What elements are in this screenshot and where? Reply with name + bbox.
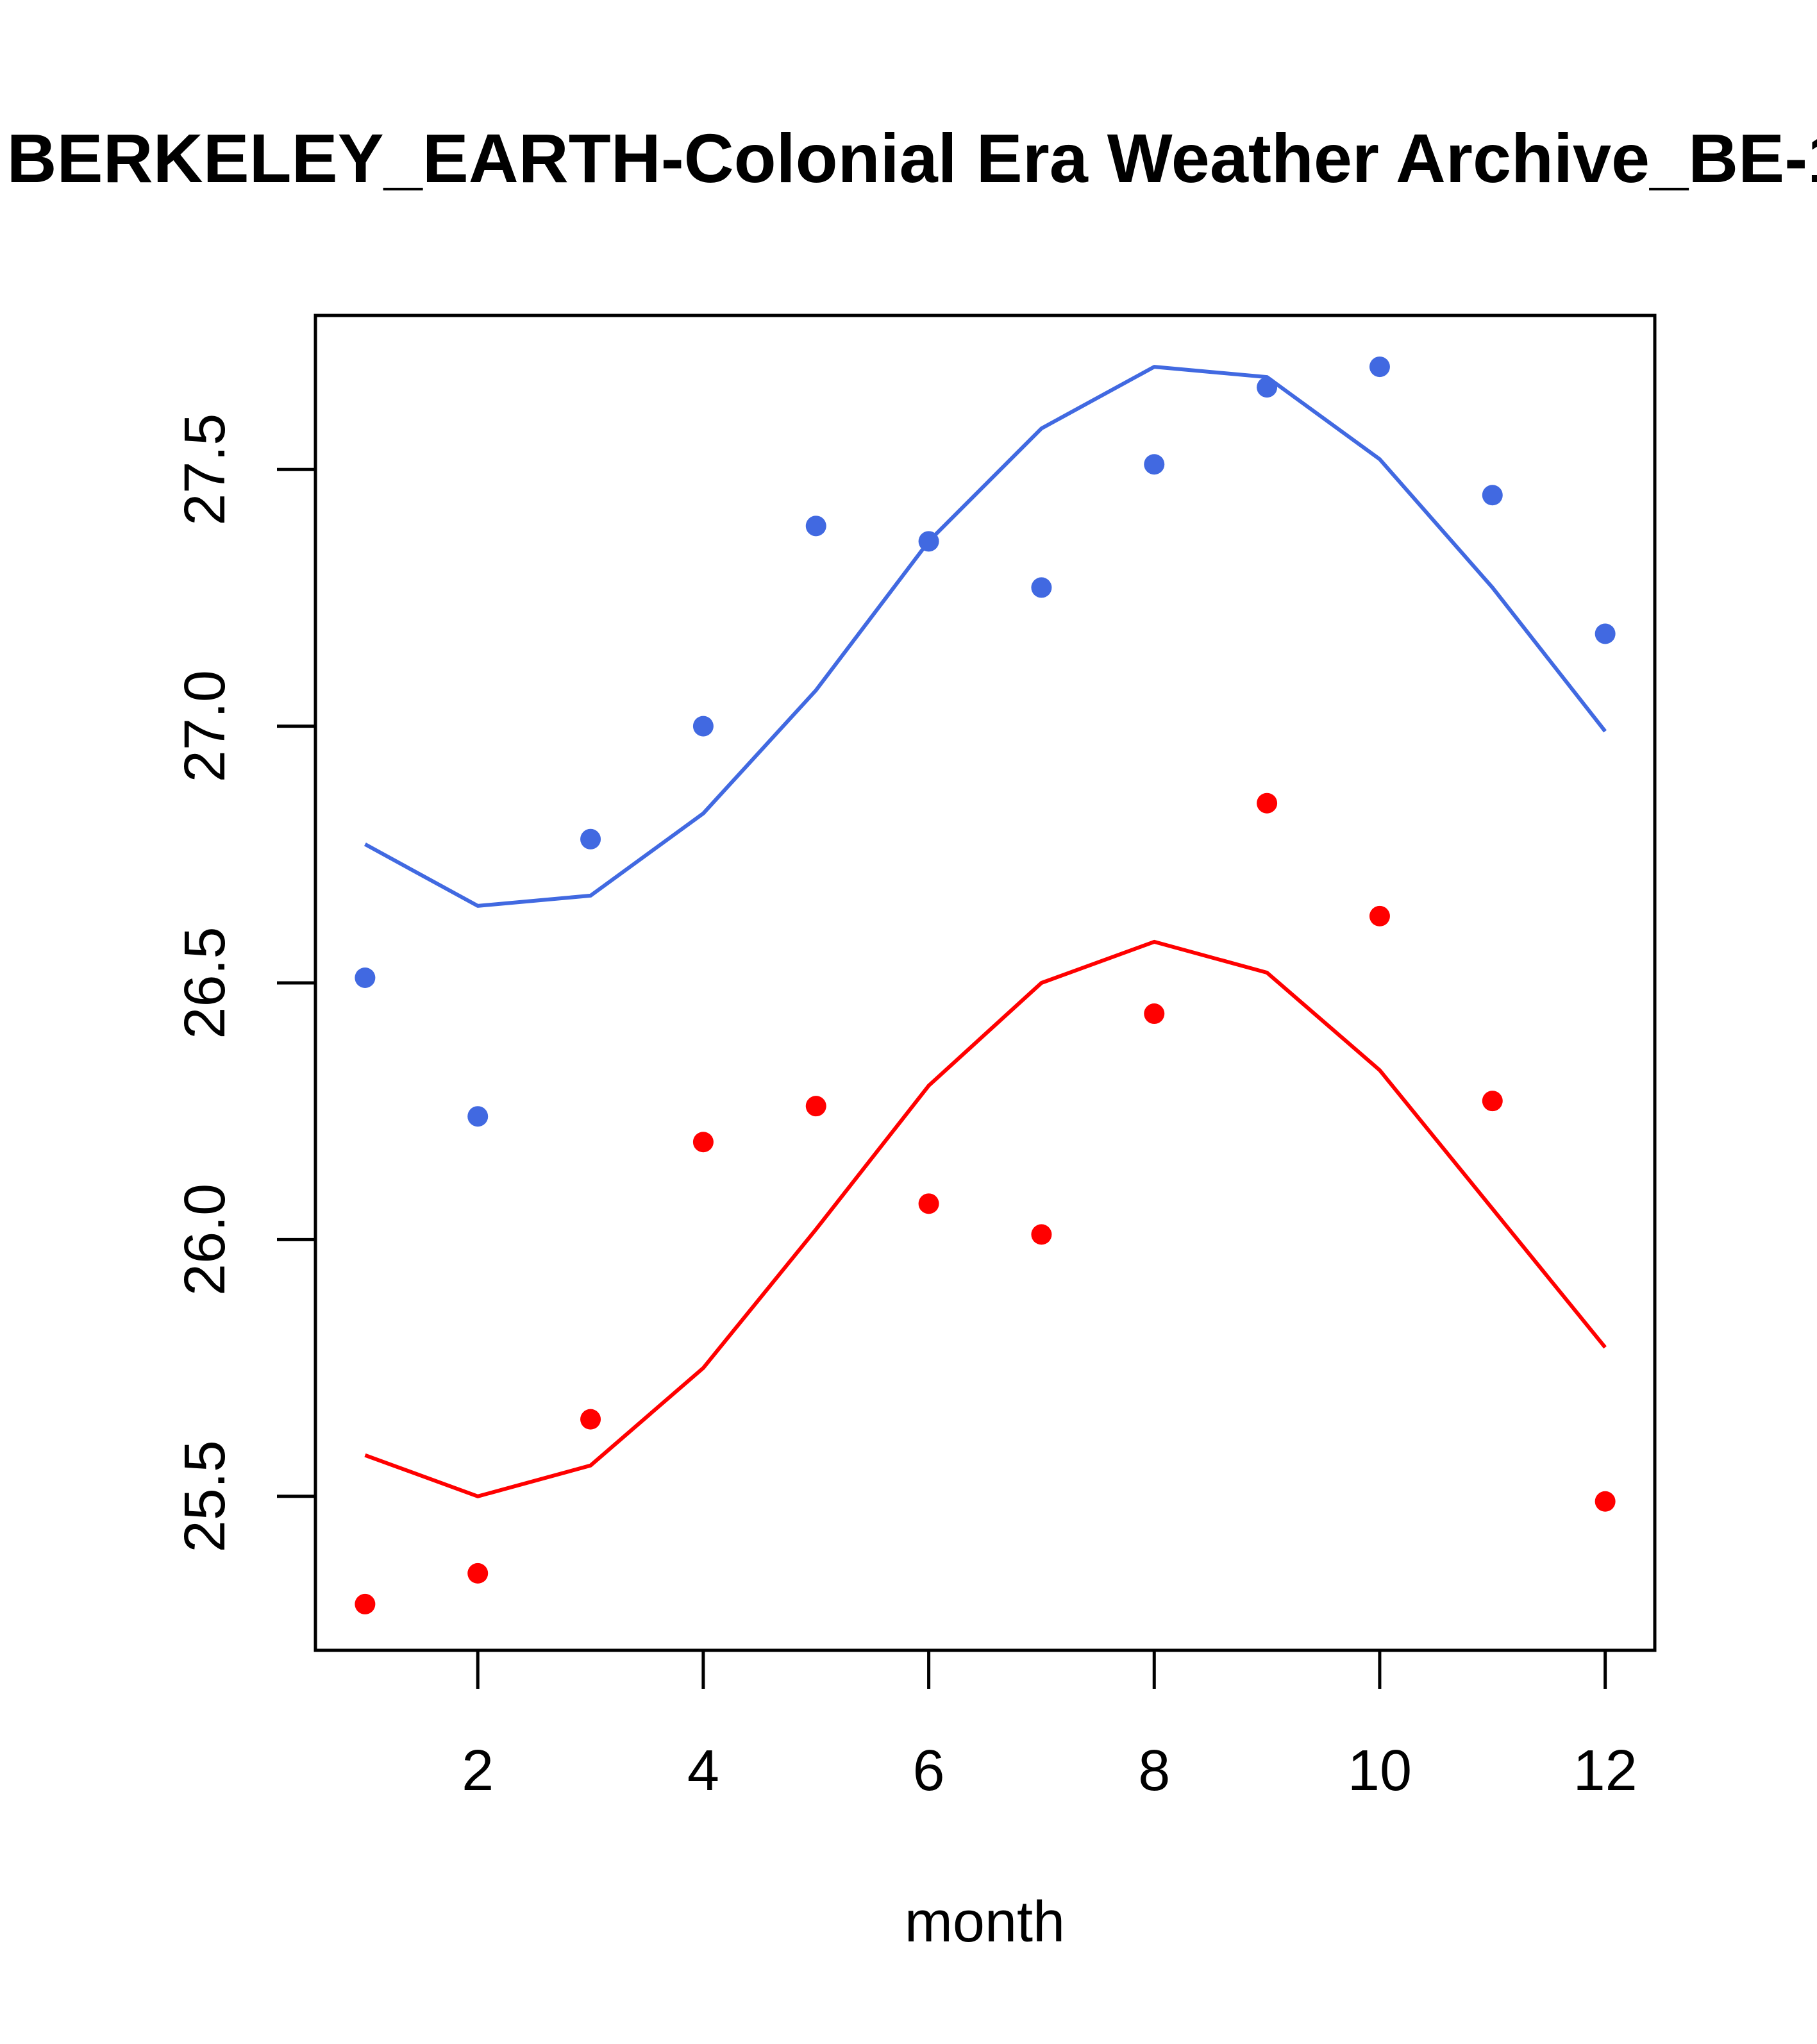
chart-title: BERKELEY_EARTH-Colonial Era Weather Arch… bbox=[7, 119, 1817, 197]
data-point-1 bbox=[1031, 1224, 1052, 1245]
y-tick-label: 26.5 bbox=[173, 926, 237, 1039]
data-point-0 bbox=[805, 515, 826, 537]
data-point-0 bbox=[580, 828, 601, 850]
y-axis: 25.5 26.0 26.5 27.0 27.5 bbox=[173, 414, 315, 1552]
data-point-1 bbox=[805, 1096, 826, 1117]
fit-line-1 bbox=[364, 939, 1607, 1498]
y-tick-label: 25.5 bbox=[173, 1440, 237, 1552]
x-tick-label: 8 bbox=[1138, 1739, 1170, 1803]
y-tick-label: 27.0 bbox=[173, 670, 237, 782]
data-point-0 bbox=[918, 531, 939, 552]
data-point-1 bbox=[1257, 792, 1278, 814]
data-point-1 bbox=[355, 1593, 376, 1614]
data-point-0 bbox=[1595, 623, 1616, 644]
data-point-0 bbox=[1482, 485, 1503, 506]
data-point-1 bbox=[1144, 1003, 1165, 1025]
data-point-0 bbox=[467, 1106, 489, 1127]
data-point-1 bbox=[692, 1132, 714, 1153]
x-tick-label: 4 bbox=[687, 1739, 719, 1803]
data-point-1 bbox=[1482, 1091, 1503, 1112]
series-layer bbox=[355, 356, 1616, 1614]
plot-frame bbox=[314, 314, 1657, 1652]
x-tick-label: 12 bbox=[1573, 1739, 1637, 1803]
data-point-1 bbox=[467, 1562, 489, 1584]
data-point-1 bbox=[580, 1409, 601, 1430]
data-point-1 bbox=[1369, 905, 1390, 926]
x-tick-label: 10 bbox=[1348, 1739, 1412, 1803]
x-axis: 2 4 6 8 10 12 bbox=[462, 1650, 1637, 1803]
data-point-0 bbox=[1031, 577, 1052, 598]
data-point-0 bbox=[1144, 454, 1165, 475]
data-point-0 bbox=[1369, 356, 1390, 378]
y-tick-label: 26.0 bbox=[173, 1184, 237, 1296]
data-point-0 bbox=[1257, 377, 1278, 398]
data-point-1 bbox=[1595, 1491, 1616, 1512]
data-point-0 bbox=[355, 967, 376, 988]
data-point-1 bbox=[918, 1193, 939, 1214]
fit-line-0 bbox=[364, 365, 1607, 908]
x-tick-label: 2 bbox=[462, 1739, 494, 1803]
x-tick-label: 6 bbox=[913, 1739, 945, 1803]
y-tick-label: 27.5 bbox=[173, 414, 237, 526]
data-point-0 bbox=[692, 716, 714, 737]
x-axis-label: month bbox=[905, 1890, 1065, 1954]
